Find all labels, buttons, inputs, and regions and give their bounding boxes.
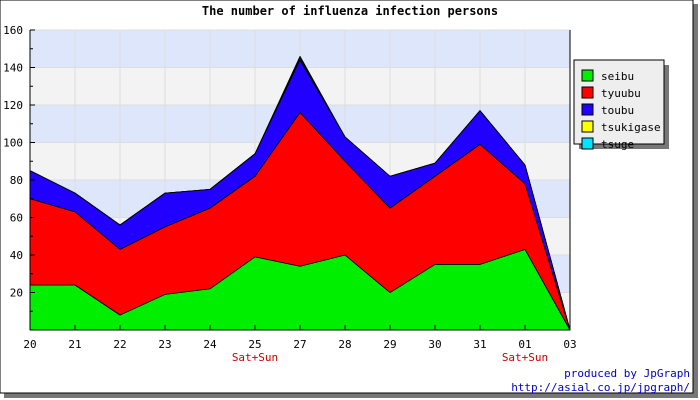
legend-swatch-seibu — [581, 69, 594, 82]
x-tick-label: 28 — [338, 338, 351, 351]
y-tick-label: 140 — [3, 62, 23, 75]
legend-label-tsuge: tsuge — [601, 138, 634, 151]
x-tick-label: 22 — [113, 338, 126, 351]
x-tick-label: 31 — [473, 338, 486, 351]
category-notes: Sat+Sun Sat+Sun — [232, 351, 548, 364]
x-tick-label: 25 — [248, 338, 261, 351]
category-note: Sat+Sun — [232, 351, 278, 364]
legend: seibu tyuubu toubu tsukigase tsuge — [573, 59, 669, 151]
x-tick-label: 03 — [563, 338, 576, 351]
y-tick-label: 80 — [10, 174, 23, 187]
legend-items: seibu tyuubu toubu tsukigase tsuge — [581, 69, 661, 151]
y-tick-label: 20 — [10, 287, 23, 300]
axes — [29, 29, 571, 331]
x-tick-label: 30 — [428, 338, 441, 351]
x-tick-label: 23 — [158, 338, 171, 351]
legend-swatch-tsukigase — [581, 120, 594, 133]
credit-link[interactable]: http://asial.co.jp/jpgraph/ — [511, 381, 690, 394]
y-tick-label: 120 — [3, 99, 23, 112]
y-tick-label: 60 — [10, 212, 23, 225]
x-tick-label: 24 — [203, 338, 217, 351]
y-tick-label: 40 — [10, 249, 23, 262]
legend-swatch-tyuubu — [581, 86, 594, 99]
legend-swatch-tsuge — [581, 137, 594, 150]
x-tick-label: 21 — [68, 338, 81, 351]
area-series — [29, 55, 571, 331]
y-tick-label: 100 — [3, 137, 23, 150]
x-tick-label: 01 — [518, 338, 531, 351]
x-tick-label: 29 — [383, 338, 396, 351]
legend-swatch-toubu — [581, 103, 594, 116]
category-note: Sat+Sun — [502, 351, 548, 364]
y-tick-label: 160 — [3, 24, 23, 37]
legend-label-tsukigase: tsukigase — [601, 121, 661, 134]
x-tick-label: 27 — [293, 338, 306, 351]
y-tick-labels: 20 40 60 80 100 120 140 160 — [3, 24, 23, 300]
legend-label-tyuubu: tyuubu — [601, 87, 641, 100]
chart-title: The number of influenza infection person… — [202, 4, 498, 18]
x-tick-labels: 20 21 22 23 24 25 27 28 29 30 31 01 03 — [23, 338, 576, 351]
legend-label-seibu: seibu — [601, 70, 634, 83]
x-tick-label: 20 — [23, 338, 36, 351]
legend-label-toubu: toubu — [601, 104, 634, 117]
credit-line-1: produced by JpGraph — [564, 367, 690, 380]
